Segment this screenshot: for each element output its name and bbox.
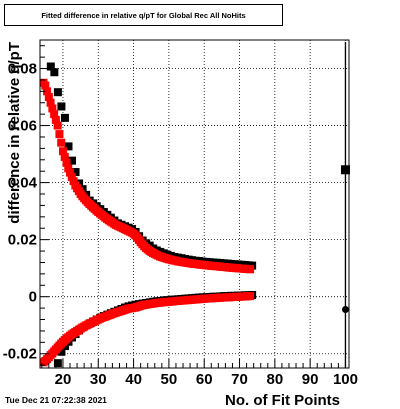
data-point (55, 130, 64, 139)
x-tick-label: 60 (196, 371, 213, 388)
data-point (44, 93, 53, 102)
x-tick-label: 40 (125, 371, 142, 388)
x-tick-label: 50 (161, 371, 178, 388)
x-axis-label: No. of Fit Points (225, 392, 340, 409)
data-point (43, 87, 52, 96)
x-tick-label: 100 (333, 371, 358, 388)
data-point (46, 98, 55, 107)
data-point (53, 121, 62, 130)
x-tick-label: 20 (55, 371, 72, 388)
data-point (69, 177, 78, 186)
x-tick-label: 30 (90, 371, 107, 388)
series-group (46, 62, 257, 270)
series-group (340, 165, 350, 175)
data-point (57, 347, 66, 356)
chart-title-box: Fitted difference in relative q/pT for G… (4, 4, 283, 26)
data-point (51, 115, 60, 124)
data-point (46, 62, 55, 71)
data-series (40, 42, 350, 368)
axis-ticks (40, 45, 346, 368)
x-tick-label: 70 (231, 371, 248, 388)
y-tick-label: 0.02 (8, 232, 37, 249)
y-tick-label: -0.02 (3, 346, 37, 363)
x-tick-label: 90 (302, 371, 319, 388)
data-point (68, 156, 77, 165)
data-point (41, 81, 50, 90)
x-tick-label: 80 (266, 371, 283, 388)
data-point (53, 359, 62, 368)
data-point (53, 88, 62, 97)
data-point (64, 164, 73, 173)
y-tick-label: 0.08 (8, 61, 37, 78)
y-tick-label: 0 (29, 289, 37, 306)
y-axis-label: difference in relative q/pT (6, 42, 23, 224)
data-point (58, 147, 67, 156)
data-point (341, 306, 349, 314)
y-tick-label: 0.04 (8, 175, 38, 192)
data-point (67, 172, 76, 181)
y-tick-label: 0.06 (8, 118, 37, 135)
data-point (62, 158, 71, 167)
data-point (66, 168, 75, 177)
data-point (48, 104, 57, 113)
data-point (50, 68, 59, 77)
data-point (246, 265, 255, 274)
data-point (50, 110, 59, 119)
chart-title: Fitted difference in relative q/pT for G… (41, 10, 246, 20)
data-point (64, 142, 73, 151)
series-group (40, 78, 255, 274)
series-group (40, 292, 255, 367)
data-point (57, 102, 66, 111)
data-point (57, 138, 66, 147)
data-point (340, 165, 350, 175)
timestamp: Tue Dec 21 07:22:38 2021 (5, 395, 107, 405)
data-point (246, 292, 255, 301)
series-group (341, 306, 349, 314)
data-point (71, 168, 80, 177)
data-point (60, 152, 69, 161)
plot-frame (39, 39, 350, 369)
data-point (60, 113, 69, 122)
tick-labels: 20 30 40 50 60 70 80 90 100 -0.02 0 0.02 0.04 0.06 0.0… (3, 61, 358, 388)
